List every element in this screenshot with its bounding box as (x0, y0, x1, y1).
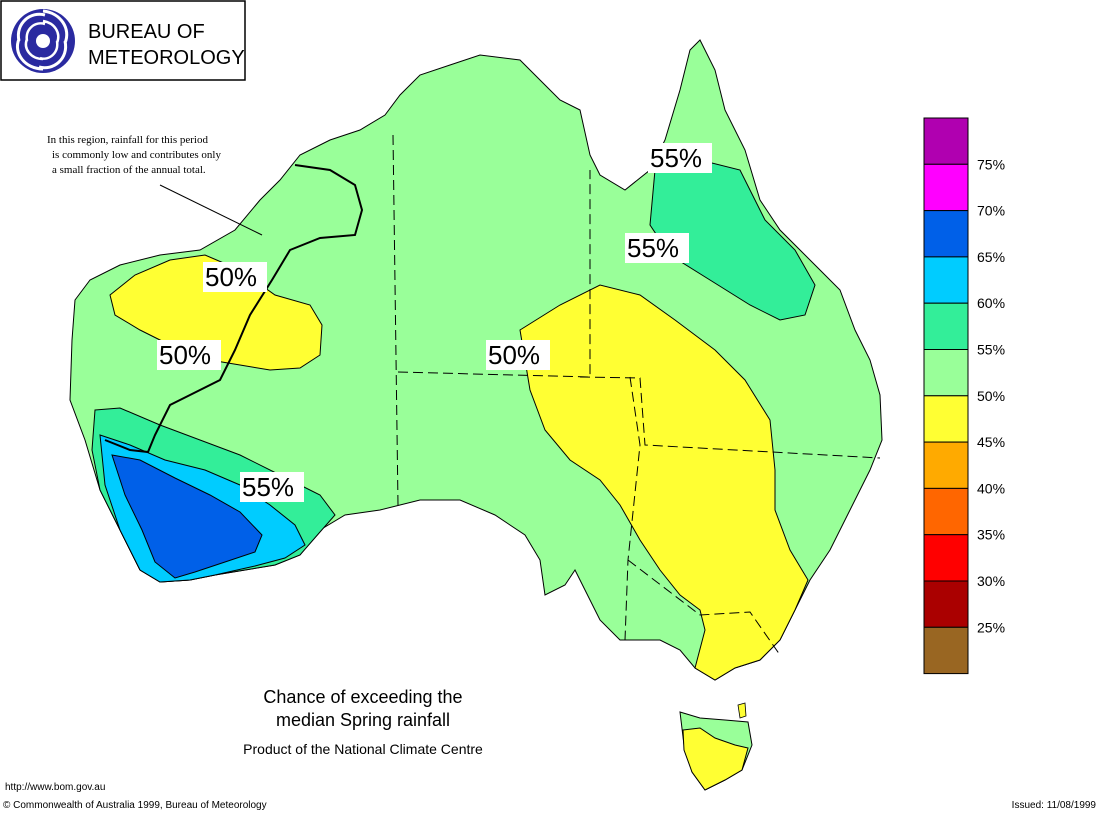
legend-swatch (923, 441, 969, 489)
footer-issued: Issued: 11/08/1999 (1012, 800, 1097, 811)
bom-logo: BUREAU OF METEOROLOGY (0, 0, 246, 81)
legend-label: 70% (977, 203, 1005, 219)
bom-swirl-icon (11, 9, 75, 73)
legend-swatch (923, 395, 969, 443)
legend-swatch (923, 580, 969, 628)
low-rainfall-boundary (104, 164, 364, 454)
legend-label: 25% (977, 619, 1005, 635)
map-label-nq-55a: 55% (650, 143, 702, 173)
legend-swatch (923, 117, 969, 165)
state-borders (392, 134, 881, 656)
caption: Chance of exceeding the median Spring ra… (243, 687, 483, 757)
legend-label: 40% (977, 480, 1005, 496)
legend-label: 30% (977, 573, 1005, 589)
map-label-sw-55: 55% (242, 472, 294, 502)
legend-swatch (923, 210, 969, 258)
map-label-wa-50b: 50% (159, 340, 211, 370)
zone-65-southwest (111, 454, 263, 579)
legend-label: 50% (977, 388, 1005, 404)
legend-label: 60% (977, 295, 1005, 311)
caption-line3: Product of the National Climate Centre (243, 741, 483, 757)
note-line2: is commonly low and contributes only (52, 149, 221, 161)
legend-swatch (923, 626, 969, 675)
legend: 75% 70% 65% 60% 55% 50% 45% 40% 35% 30% 25% (923, 117, 1005, 675)
note-line1: In this region, rainfall for this period (47, 134, 208, 146)
legend-swatch (923, 256, 969, 304)
map-labels: 55% 55% 50% 50% 50% 55% (157, 143, 712, 502)
legend-label: 35% (977, 527, 1005, 543)
legend-swatch (923, 163, 969, 212)
legend-swatch (923, 302, 969, 351)
note-pointer (159, 184, 263, 236)
low-rainfall-note: In this region, rainfall for this period… (47, 134, 221, 176)
zone-45-central-east (519, 284, 809, 681)
footer-url: http://www.bom.gov.au (5, 782, 105, 793)
footer-copyright: © Commonwealth of Australia 1999, Bureau… (3, 800, 267, 811)
legend-label: 75% (977, 156, 1005, 172)
legend-swatch (923, 349, 969, 397)
map-label-wa-50a: 50% (205, 262, 257, 292)
logo-org-line2: METEOROLOGY (88, 47, 245, 69)
logo-org-line1: BUREAU OF (88, 21, 205, 43)
map-label-nq-55b: 55% (627, 233, 679, 263)
legend-label: 65% (977, 249, 1005, 265)
caption-line1: Chance of exceeding the (263, 687, 462, 707)
footer: http://www.bom.gov.au © Commonwealth of … (3, 782, 1096, 811)
legend-label: 55% (977, 342, 1005, 358)
legend-label: 45% (977, 434, 1005, 450)
legend-swatch (923, 487, 969, 536)
caption-line2: median Spring rainfall (276, 710, 450, 730)
note-line3: a small fraction of the annual total. (52, 164, 206, 176)
legend-swatch (923, 534, 969, 582)
map-label-central-50: 50% (488, 340, 540, 370)
tasmania (679, 702, 753, 791)
